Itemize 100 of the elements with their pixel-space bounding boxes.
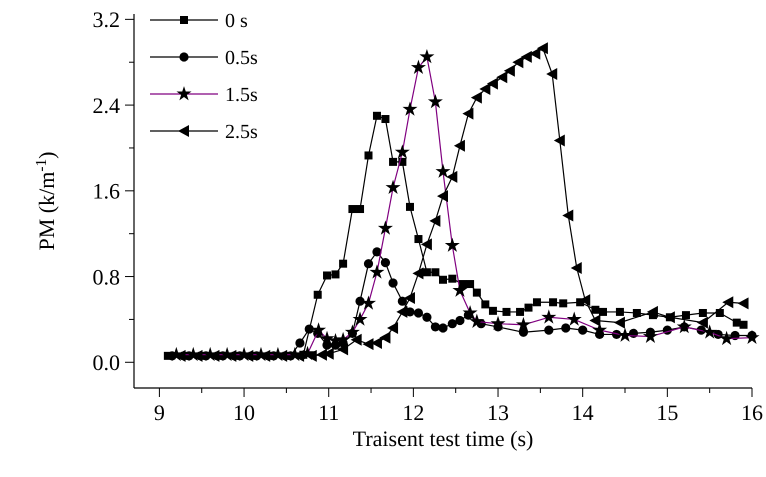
point [339, 260, 348, 268]
point [532, 298, 541, 306]
x-tick-label: 16 [741, 400, 763, 425]
point [462, 108, 474, 120]
point [388, 278, 398, 288]
point [738, 297, 749, 310]
point [412, 267, 424, 280]
point [488, 306, 497, 315]
point [398, 296, 407, 306]
point [414, 308, 424, 318]
y-tick-label: 0.8 [92, 264, 120, 290]
point [698, 308, 707, 317]
legend-label: 0 s [225, 10, 248, 32]
point [379, 332, 390, 344]
point [559, 299, 568, 308]
point [466, 280, 474, 288]
point [323, 271, 332, 280]
x-axis-title: Traisent test time (s) [352, 426, 534, 451]
point [314, 290, 322, 299]
legend-label: 1.5s [225, 84, 258, 106]
legend-label: 2.5s [225, 121, 258, 143]
point [740, 320, 748, 329]
point [387, 322, 398, 334]
point [446, 170, 458, 183]
point [437, 190, 448, 202]
point [481, 300, 490, 308]
point [682, 311, 690, 320]
point [422, 312, 432, 322]
point [520, 50, 532, 63]
point [589, 314, 600, 326]
point [614, 316, 625, 329]
point [562, 209, 574, 222]
point [455, 316, 465, 326]
point [472, 288, 481, 297]
point [578, 326, 588, 335]
x-tick-label: 11 [318, 400, 340, 425]
point [616, 308, 624, 316]
point [722, 296, 734, 308]
x-tick-label: 9 [154, 400, 165, 425]
point [554, 134, 565, 146]
point [430, 322, 440, 332]
point [516, 308, 524, 316]
point [429, 214, 440, 227]
y-tick-label: 1.6 [92, 178, 120, 204]
point [591, 306, 600, 314]
point [362, 338, 374, 350]
point [454, 140, 465, 152]
point [380, 258, 390, 268]
point [348, 205, 356, 214]
point [406, 202, 414, 211]
point [504, 64, 515, 77]
point [546, 68, 558, 80]
point [420, 238, 432, 250]
point [381, 115, 390, 124]
point [486, 78, 498, 90]
x-tick-label: 15 [656, 400, 678, 425]
point [355, 296, 365, 306]
point [438, 323, 448, 333]
point [422, 268, 431, 276]
point [561, 323, 570, 333]
point [350, 334, 362, 346]
point [502, 308, 510, 316]
point [570, 262, 582, 274]
point [448, 274, 456, 283]
legend-label: 0.5s [225, 47, 258, 69]
x-tick-label: 12 [402, 400, 424, 425]
point [536, 42, 548, 54]
x-tick-label: 13 [487, 400, 510, 425]
point [295, 338, 305, 348]
point [479, 83, 490, 96]
point [389, 158, 398, 166]
point [337, 343, 348, 356]
point [404, 292, 415, 304]
point [524, 304, 533, 312]
point [632, 308, 641, 317]
point [696, 316, 708, 329]
point [512, 56, 524, 68]
point [549, 298, 558, 306]
point [448, 319, 457, 328]
point [396, 306, 408, 318]
x-tick-label: 14 [572, 400, 594, 425]
point [331, 270, 340, 278]
point [496, 71, 508, 84]
point [304, 324, 314, 334]
point [356, 205, 364, 214]
point [364, 151, 372, 160]
point [470, 92, 482, 104]
point [646, 306, 658, 318]
point [364, 259, 374, 268]
point [599, 308, 608, 316]
point [716, 308, 724, 317]
y-tick-label: 2.4 [92, 92, 120, 118]
point [372, 112, 381, 120]
point [414, 235, 422, 244]
point [431, 268, 440, 276]
point [544, 326, 554, 335]
y-tick-label: 0.0 [92, 350, 120, 375]
y-tick-label: 3.2 [92, 7, 120, 32]
point [439, 276, 447, 284]
x-tick-label: 10 [233, 400, 256, 425]
